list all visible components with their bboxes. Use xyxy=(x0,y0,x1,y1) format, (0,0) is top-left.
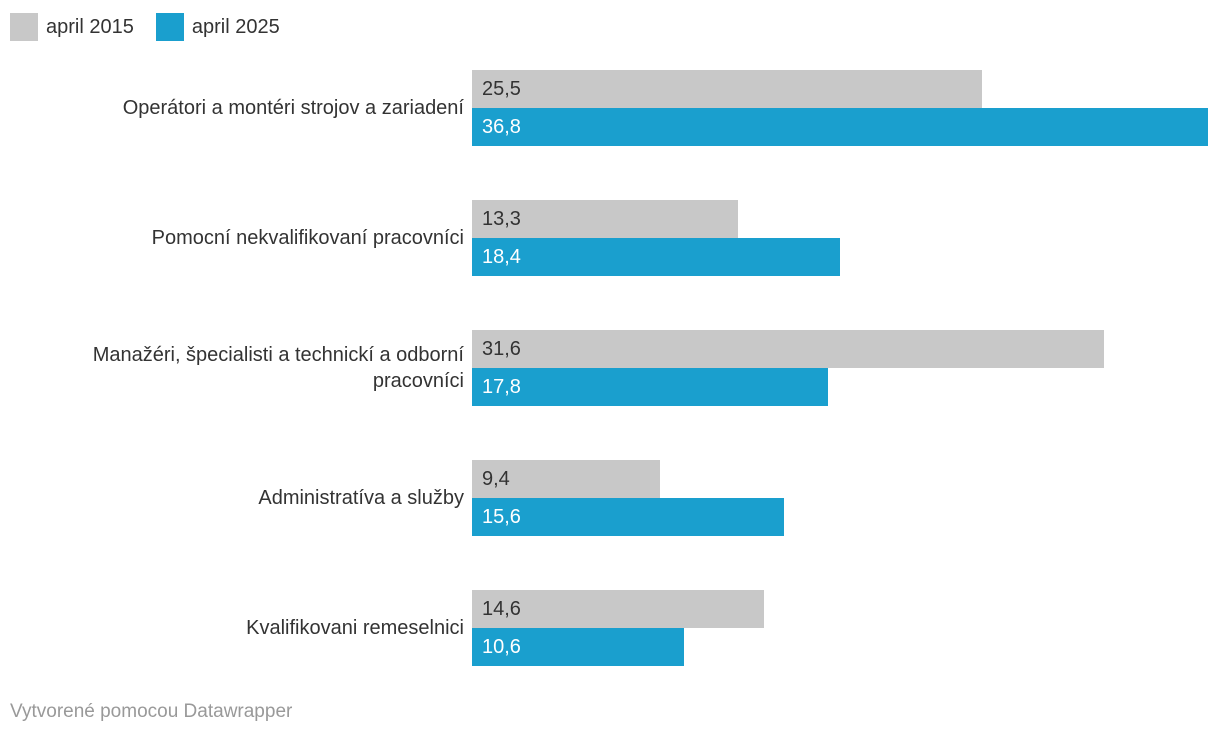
bar-pair: 13,3 18,4 xyxy=(472,200,1220,276)
legend-label: april 2015 xyxy=(46,15,134,38)
legend-label: april 2025 xyxy=(191,15,280,38)
bar-april-2025: 17,8 xyxy=(472,368,828,406)
bar-april-2025: 36,8 xyxy=(472,108,1208,146)
bar-value-label: 17,8 xyxy=(482,375,521,398)
legend-item-april-2015: april 2015 xyxy=(10,13,134,41)
bar-value-label: 15,6 xyxy=(482,505,521,528)
bar-value-label: 10,6 xyxy=(482,635,521,658)
legend-item-april-2025: april 2025 xyxy=(155,13,280,41)
bar-april-2015: 13,3 xyxy=(472,200,738,238)
bar-value-label: 25,5 xyxy=(482,77,521,100)
category-label: Administratíva a služby xyxy=(258,487,464,509)
bar-group: Kvalifikovani remeselnici 14,6 10,6 xyxy=(0,590,1220,666)
bar-pair: 9,4 15,6 xyxy=(472,460,1220,536)
legend-swatch-april-2025 xyxy=(155,13,184,41)
category-label: Manažéri, špecialisti a technickí a odbo… xyxy=(92,344,464,392)
bar-value-label: 9,4 xyxy=(482,467,510,490)
bar-april-2015: 31,6 xyxy=(472,330,1104,368)
bar-april-2025: 10,6 xyxy=(472,628,684,666)
bar-pair: 31,6 17,8 xyxy=(472,330,1220,406)
datawrapper-attribution-link[interactable]: Vytvorené pomocou Datawrapper xyxy=(10,701,293,722)
legend-swatch-april-2015 xyxy=(10,13,38,41)
bar-pair: 14,6 10,6 xyxy=(472,590,1220,666)
category-label: Pomocní nekvalifikovaní pracovníci xyxy=(151,227,464,249)
category-label: Kvalifikovani remeselnici xyxy=(246,617,464,639)
grouped-bar-chart: april 2015 april 2025 Operátori a montér… xyxy=(0,0,1220,722)
bar-group: Operátori a montéri strojov a zariadení … xyxy=(0,70,1220,146)
bar-value-label: 36,8 xyxy=(482,115,521,138)
bar-group: Administratíva a služby 9,4 15,6 xyxy=(0,460,1220,536)
bar-value-label: 18,4 xyxy=(482,245,521,268)
legend: april 2015 april 2025 xyxy=(0,0,1220,41)
bar-value-label: 14,6 xyxy=(482,597,521,620)
bar-value-label: 13,3 xyxy=(482,207,521,230)
bar-pair: 25,5 36,8 xyxy=(472,70,1220,146)
rows: Operátori a montéri strojov a zariadení … xyxy=(0,70,1220,666)
bar-april-2025: 18,4 xyxy=(472,238,840,276)
category-label: Operátori a montéri strojov a zariadení xyxy=(122,97,464,119)
bar-april-2015: 9,4 xyxy=(472,460,660,498)
bar-april-2015: 14,6 xyxy=(472,590,764,628)
bar-group: Pomocní nekvalifikovaní pracovníci 13,3 … xyxy=(0,200,1220,276)
bar-group: Manažéri, špecialisti a technickí a odbo… xyxy=(0,330,1220,406)
bar-april-2025: 15,6 xyxy=(472,498,784,536)
bar-value-label: 31,6 xyxy=(482,337,521,360)
bar-april-2015: 25,5 xyxy=(472,70,982,108)
